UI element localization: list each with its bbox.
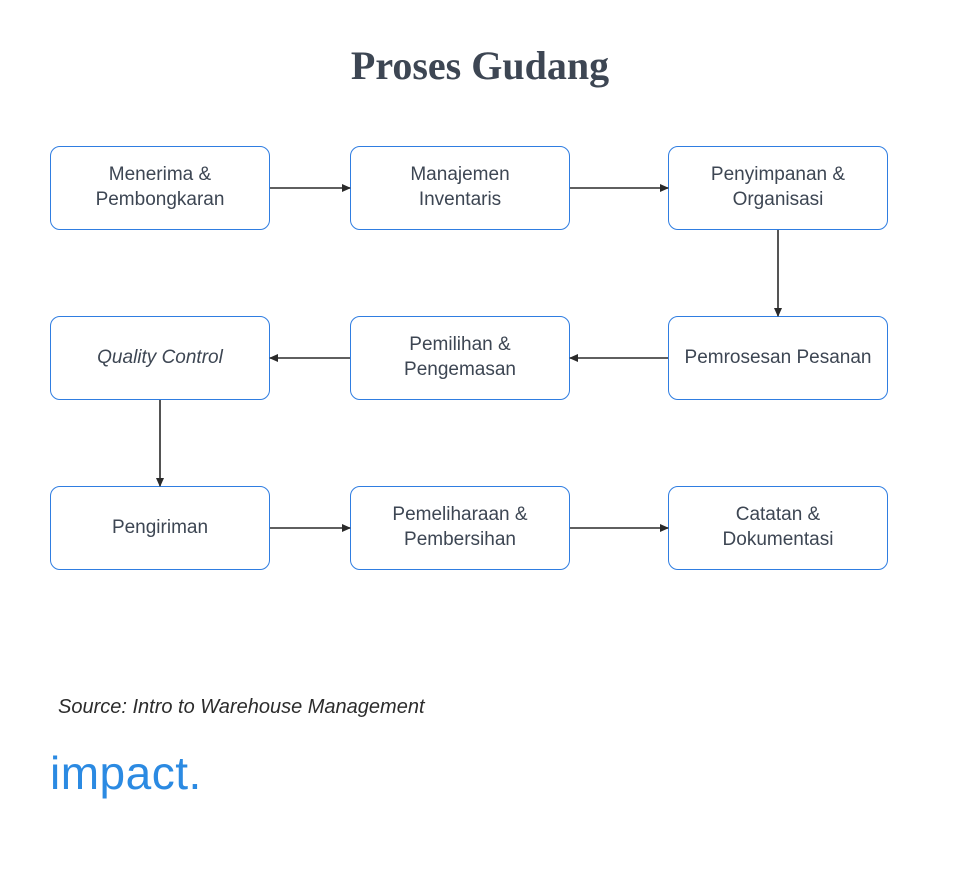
flowchart-node-label: Quality Control [97,346,223,371]
flowchart-node: Penyimpanan &Organisasi [668,146,888,230]
brand-logo: impact. [50,746,202,800]
diagram-title: Proses Gudang [0,42,960,89]
flowchart-node-label: Menerima &Pembongkaran [96,163,225,212]
source-citation: Source: Intro to Warehouse Management [58,696,425,719]
flowchart-node: Catatan &Dokumentasi [668,486,888,570]
flowchart-node-label: Pengiriman [112,516,208,541]
flowchart-node-label: Penyimpanan &Organisasi [711,163,845,212]
flowchart-node: Pemilihan &Pengemasan [350,316,570,400]
flowchart-node: Pemeliharaan &Pembersihan [350,486,570,570]
flowchart-node-label: Pemrosesan Pesanan [685,346,872,371]
flowchart-node-label: Pemilihan &Pengemasan [404,333,516,382]
flowchart-node: Menerima &Pembongkaran [50,146,270,230]
flowchart-node-label: Catatan &Dokumentasi [723,503,834,552]
flowchart-edges-layer [0,0,960,872]
flowchart-node: Pemrosesan Pesanan [668,316,888,400]
flowchart-node-label: ManajemenInventaris [410,163,509,212]
flowchart-node-label: Pemeliharaan &Pembersihan [392,503,527,552]
flowchart-node: ManajemenInventaris [350,146,570,230]
flowchart-node: Quality Control [50,316,270,400]
flowchart-node: Pengiriman [50,486,270,570]
